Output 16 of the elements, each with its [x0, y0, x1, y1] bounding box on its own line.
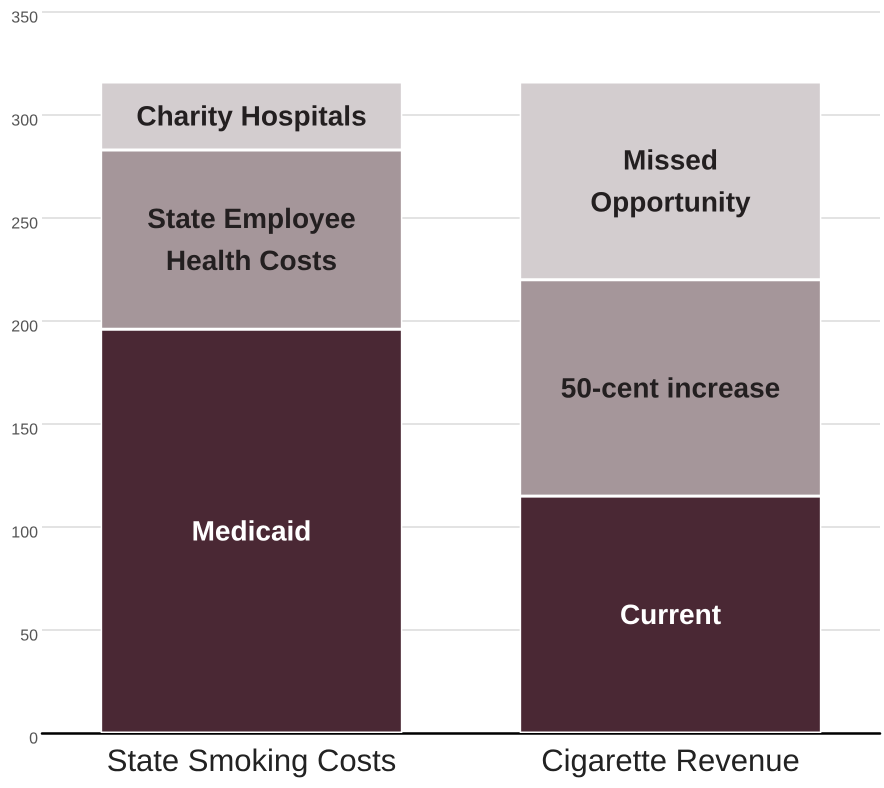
annotation: Current: [620, 599, 722, 630]
y-tick-label: 250: [11, 216, 38, 232]
y-tick-label: 350: [11, 10, 38, 26]
x-tick-label: State Smoking Costs: [106, 743, 396, 778]
y-tick-label: 150: [11, 422, 38, 438]
annotation: State Employee Health Costs: [147, 203, 356, 276]
annotation: Missed Opportunity: [590, 144, 752, 218]
annotation: 50-cent increase: [560, 372, 780, 404]
y-tick-label: 200: [11, 318, 38, 336]
y-tick-label: 300: [11, 112, 38, 130]
y-tick-label: 100: [11, 524, 38, 542]
annotation: Medicaid: [192, 516, 312, 547]
y-tick-label: 50: [20, 628, 38, 644]
y-tick-label: 0: [29, 730, 38, 748]
annotation: Charity Hospitals: [136, 100, 367, 132]
x-tick-label: Cigarette Revenue: [541, 743, 800, 778]
